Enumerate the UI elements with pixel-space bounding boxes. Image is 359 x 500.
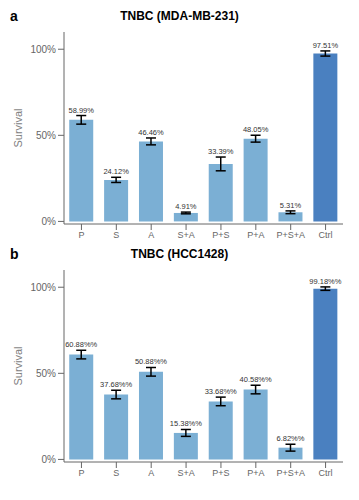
svg-text:0%: 0% bbox=[42, 216, 57, 227]
html-text:TNBC (HCC1428): TNBC (HCC1428) bbox=[130, 247, 229, 261]
svg-text:37.68%%: 37.68%% bbox=[100, 380, 132, 389]
svg-text:P+S: P+S bbox=[212, 468, 229, 478]
html-text:a: a bbox=[10, 8, 18, 24]
svg-text:P+A: P+A bbox=[247, 468, 264, 478]
html-text:TNBC (MDA-MB-231): TNBC (MDA-MB-231) bbox=[120, 9, 239, 23]
html-text:b: b bbox=[10, 246, 19, 262]
svg-text:P: P bbox=[78, 468, 84, 478]
svg-text:S+A: S+A bbox=[177, 468, 194, 478]
svg-text:5.31%: 5.31% bbox=[280, 201, 302, 210]
svg-text:50%: 50% bbox=[36, 130, 56, 141]
svg-text:50.88%%: 50.88%% bbox=[135, 357, 167, 366]
svg-text:P+S+A: P+S+A bbox=[276, 468, 305, 478]
svg-text:P+A: P+A bbox=[247, 230, 264, 240]
svg-text:4.91%: 4.91% bbox=[175, 202, 197, 211]
svg-text:100%: 100% bbox=[30, 282, 56, 293]
svg-text:S: S bbox=[113, 468, 119, 478]
svg-text:Ctrl: Ctrl bbox=[319, 230, 333, 240]
svg-text:15.38%%: 15.38%% bbox=[170, 419, 202, 428]
svg-text:58.99%: 58.99% bbox=[69, 106, 95, 115]
svg-text:48.05%: 48.05% bbox=[243, 125, 269, 134]
svg-text:6.82%%: 6.82%% bbox=[277, 434, 305, 443]
svg-text:0%: 0% bbox=[42, 454, 57, 465]
svg-text:50%: 50% bbox=[36, 368, 56, 379]
svg-text:A: A bbox=[148, 230, 154, 240]
svg-text:99.18%%: 99.18%% bbox=[309, 277, 341, 286]
svg-text:60.88%%: 60.88%% bbox=[65, 340, 97, 349]
svg-text:46.46%: 46.46% bbox=[138, 128, 164, 137]
svg-text:A: A bbox=[148, 468, 154, 478]
svg-text:40.58%%: 40.58%% bbox=[240, 375, 272, 384]
svg-text:P+S: P+S bbox=[212, 230, 229, 240]
svg-text:Ctrl: Ctrl bbox=[319, 468, 333, 478]
svg-text:S: S bbox=[113, 230, 119, 240]
svg-text:S+A: S+A bbox=[177, 230, 194, 240]
svg-text:97.51%: 97.51% bbox=[313, 41, 339, 50]
svg-text:Survival: Survival bbox=[12, 108, 24, 147]
svg-text:24.12%: 24.12% bbox=[103, 167, 129, 176]
svg-text:P: P bbox=[78, 230, 84, 240]
svg-text:P+S+A: P+S+A bbox=[276, 230, 305, 240]
svg-text:33.39%: 33.39% bbox=[208, 147, 234, 156]
svg-text:Survival: Survival bbox=[12, 346, 24, 385]
svg-text:100%: 100% bbox=[30, 44, 56, 55]
svg-text:33.68%%: 33.68%% bbox=[205, 387, 237, 396]
